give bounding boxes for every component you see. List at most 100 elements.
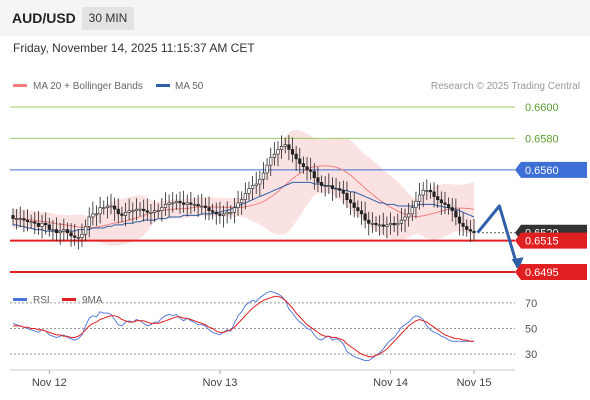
candle-body (174, 200, 178, 204)
candle-body (356, 207, 360, 212)
candle-body (323, 185, 327, 187)
candle-body (76, 237, 80, 239)
candle-body (44, 222, 48, 226)
candle-body (22, 218, 26, 221)
candle (185, 194, 189, 217)
candle-body (250, 185, 255, 190)
ma50-legend-label: MA 50 (175, 81, 204, 92)
level-lines (10, 106, 515, 273)
candle-body (200, 205, 204, 208)
candle (352, 192, 356, 218)
candle-body (352, 202, 356, 208)
candle (240, 191, 244, 215)
candle (94, 205, 99, 226)
resistance-1-label: 0.6580 (525, 133, 559, 145)
candle (265, 158, 269, 181)
pivot-label-box (515, 161, 587, 178)
candle-body (316, 177, 320, 183)
rsi-tick-label: 30 (525, 349, 537, 361)
candle-body (214, 211, 218, 215)
candle-body (468, 229, 472, 232)
candle (345, 181, 349, 209)
candle (232, 197, 237, 224)
candle (138, 202, 142, 217)
candle (65, 222, 70, 240)
candle-body (330, 185, 335, 190)
candle-body (425, 189, 429, 192)
candle-body (439, 199, 443, 204)
candle-body (432, 191, 436, 197)
candle (174, 194, 178, 210)
candle (381, 212, 385, 235)
candle-body (33, 221, 37, 224)
candle (11, 208, 15, 226)
candle (261, 162, 266, 189)
candle (47, 217, 51, 237)
candle-body (294, 153, 298, 160)
x-tick-label: Nov 13 (202, 377, 237, 389)
candle (236, 190, 240, 216)
candle (73, 223, 77, 246)
ma9-legend-swatch (62, 298, 76, 301)
candle-body (102, 207, 106, 209)
candle (178, 191, 182, 214)
candle-body (178, 200, 182, 204)
candle (421, 181, 425, 208)
candle-body (334, 188, 338, 191)
candle (44, 212, 48, 235)
timeframe-button[interactable]: 30 MIN (82, 7, 134, 30)
candle (309, 157, 313, 180)
candle (69, 223, 73, 247)
candle (457, 208, 462, 236)
candle (182, 190, 186, 213)
candle-body (338, 188, 342, 191)
candle (123, 202, 128, 227)
candle (290, 137, 295, 163)
support-2-label-box (515, 264, 587, 280)
candle-body (109, 205, 113, 208)
candle-body (374, 222, 378, 226)
rsi-tick-label: 50 (525, 324, 537, 336)
candle-body (254, 183, 258, 186)
candle-body (243, 193, 247, 201)
candle (323, 175, 327, 197)
moving-averages (13, 165, 475, 232)
candle-body (472, 230, 476, 234)
candle (454, 198, 458, 226)
candle-body (40, 222, 44, 227)
candle-body (73, 235, 77, 238)
candle-body (123, 211, 128, 216)
rsi-line (12, 290, 474, 362)
candle-body (207, 207, 211, 212)
candle-body (84, 226, 88, 235)
candle (319, 175, 324, 193)
candle-body (94, 213, 99, 216)
candle (113, 197, 117, 222)
rsi-panel: 30 50 70 (10, 290, 537, 362)
candle-body (240, 199, 244, 204)
candle-body (142, 208, 146, 212)
pivot-label-text: 0.6560 (525, 165, 559, 177)
candle (192, 197, 197, 212)
candle-body (359, 210, 364, 215)
forecast-arrowhead (511, 257, 524, 271)
candle (330, 177, 335, 201)
candle (152, 199, 157, 222)
support-1-label-text: 0.6515 (525, 236, 559, 248)
candle (15, 208, 19, 230)
candle (425, 179, 429, 200)
candle-body (11, 215, 15, 219)
candle (465, 219, 469, 237)
ma20-legend-label: MA 20 + Bollinger Bands (33, 81, 143, 92)
candle (338, 181, 342, 198)
candle (156, 203, 160, 218)
support-2-label: 0.6495 (515, 264, 587, 280)
resistance-1-label-text: 0.6580 (525, 133, 559, 145)
candle-body (381, 224, 385, 227)
candle-body (370, 222, 374, 225)
rsi-ma9-line (13, 295, 474, 358)
candle-body (156, 210, 160, 213)
candle-body (421, 189, 425, 196)
candle (392, 216, 396, 232)
candle-body (407, 213, 411, 218)
